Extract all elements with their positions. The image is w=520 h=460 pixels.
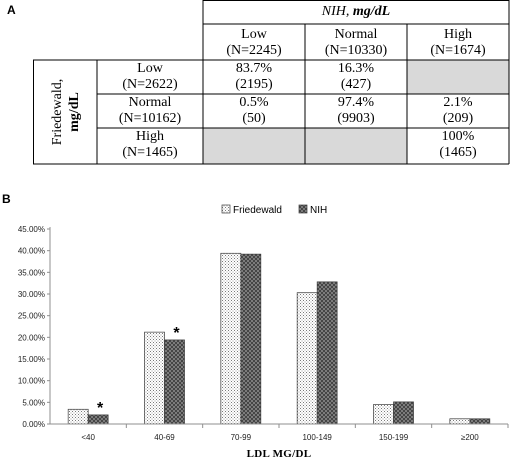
column-header-low-line: (N=2245) [226,43,282,58]
y-tick-label: 10.00% [18,377,45,386]
significance-marker: * [173,325,180,342]
column-header-normal-line: Normal [334,27,378,42]
friedewald-unit: mg/dL [67,92,82,132]
empty-cell [203,128,305,164]
x-axis: <40 40-69 70-99 100-149 150-199 ≥200 [50,423,509,442]
table-cell-line: (209) [442,111,474,126]
row-header-normal: Normal (N=10162) [97,95,203,127]
table-cell-line: (427) [340,77,372,92]
contingency-table: NIH, mg/dL Friedewald, mg/dL Low (N=2245)… [33,0,511,165]
significance-marker: * [97,400,104,417]
nih-column-header: NIH, mg/dL [203,4,509,20]
row-header-normal-line: Normal [128,95,172,110]
table-cell-line: (9903) [337,111,375,126]
x-tick-label: <40 [81,433,95,442]
table-cell-line: 83.7% [235,61,273,76]
y-tick-label: 0.00% [22,420,45,429]
legend-swatch-nih [298,204,308,214]
row-header-high: High (N=1465) [97,129,203,161]
column-header-normal: Normal (N=10330) [305,27,407,59]
column-header-high: High (N=1674) [407,27,509,59]
table-cell-line: (50) [242,111,266,126]
column-header-high-line: High [444,27,472,42]
bar-marks: ** [67,252,491,425]
column-header-high-line: (N=1674) [430,43,486,58]
column-header-low-line: Low [241,27,267,42]
table-cell: 0.5% (50) [203,95,305,127]
y-tick-label: 45.00% [18,225,45,234]
table-cell-line: (1465) [439,145,477,160]
table-cell-line: 100% [441,129,475,144]
y-tick-label: 25.00% [18,312,45,321]
y-tick-label: 30.00% [18,290,45,299]
table-cell-line: 2.1% [443,95,473,110]
bar-nih [393,401,414,425]
table-cell: 16.3% (427) [305,61,407,93]
bar-friedewald [144,331,165,425]
row-header-high-line: High [136,129,164,144]
bar-nih [240,253,262,425]
table-cell: 2.1% (209) [407,95,509,127]
bar-nih [164,339,185,425]
x-tick-label: 40-69 [154,433,175,442]
legend-label-friedewald: Friedewald [233,205,282,216]
ldl-distribution-chart: Friedewald NIH 0.00% 5.00% 10.00% 15.00% 20.0… [18,204,509,460]
column-header-normal-line: (N=10330) [324,43,388,58]
table-cell: 100% (1465) [407,129,509,161]
table-cell-line: 16.3% [337,61,375,76]
column-header-low: Low (N=2245) [203,27,305,59]
row-header-low-line: Low [137,61,163,76]
nih-title: NIH, [321,4,350,19]
x-tick-label: 70-99 [231,433,252,442]
x-tick-label: ≥200 [461,433,479,442]
table-grid-lines [33,0,510,165]
table-cell-line: 97.4% [337,95,375,110]
chart-legend: Friedewald NIH [221,204,327,216]
row-header-low: Low (N=2622) [97,61,203,93]
nih-unit: mg/dL [352,4,391,19]
x-tick-label: 100-149 [302,433,332,442]
table-cell-line: (2195) [235,77,273,92]
table-cell: 83.7% (2195) [203,61,305,93]
legend-swatch-friedewald [221,204,231,214]
bar-nih [316,281,338,425]
y-tick-label: 35.00% [18,268,45,277]
table-cell-line: 0.5% [239,95,269,110]
friedewald-title: Friedewald, [50,78,65,146]
empty-cell [305,128,407,164]
y-tick-label: 20.00% [18,333,45,342]
panel-b-label: B [2,192,11,206]
bar-friedewald [296,292,318,425]
bar-friedewald [373,404,394,425]
empty-cell [407,60,509,94]
row-header-normal-line: (N=10162) [118,111,182,126]
x-tick-label: 150-199 [379,433,409,442]
table-cell: 97.4% (9903) [305,95,407,127]
y-tick-label: 5.00% [22,398,45,407]
bar-friedewald [220,252,242,425]
panel-a-label: A [7,3,16,17]
bar-nih [469,418,491,425]
y-axis: 0.00% 5.00% 10.00% 15.00% 20.00% 25.00% 30.00%… [18,225,51,429]
row-header-high-line: (N=1465) [122,145,178,160]
legend-label-nih: NIH [310,205,327,216]
bar-friedewald [449,418,471,425]
y-tick-label: 40.00% [18,247,45,256]
friedewald-row-header: Friedewald, mg/dL [35,60,97,164]
row-header-low-line: (N=2622) [122,77,178,92]
x-axis-title: LDL MG/DL [247,448,312,460]
bar-friedewald [67,408,89,425]
y-tick-label: 15.00% [18,355,45,364]
